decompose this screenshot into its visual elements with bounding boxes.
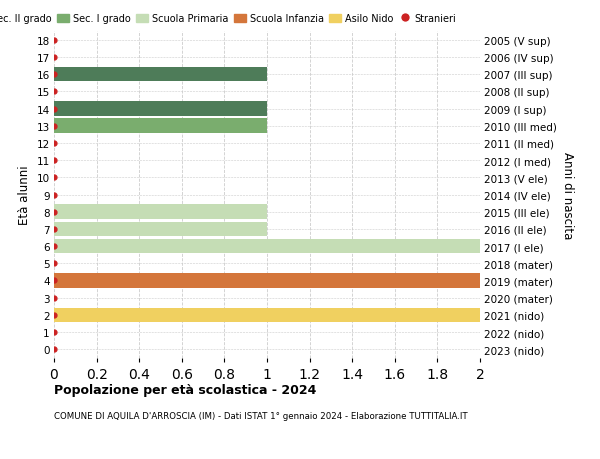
- Y-axis label: Età alunni: Età alunni: [18, 165, 31, 225]
- Legend: Sec. II grado, Sec. I grado, Scuola Primaria, Scuola Infanzia, Asilo Nido, Stran: Sec. II grado, Sec. I grado, Scuola Prim…: [0, 14, 457, 24]
- Bar: [54, 308, 480, 322]
- Bar: [54, 222, 267, 237]
- Bar: [54, 68, 267, 82]
- Y-axis label: Anni di nascita: Anni di nascita: [561, 151, 574, 239]
- Bar: [54, 119, 267, 134]
- Bar: [54, 205, 267, 219]
- Text: COMUNE DI AQUILA D'ARROSCIA (IM) - Dati ISTAT 1° gennaio 2024 - Elaborazione TUT: COMUNE DI AQUILA D'ARROSCIA (IM) - Dati …: [54, 411, 467, 420]
- Bar: [54, 239, 480, 254]
- Bar: [54, 102, 267, 117]
- Bar: [54, 274, 480, 288]
- Text: Popolazione per età scolastica - 2024: Popolazione per età scolastica - 2024: [54, 383, 316, 396]
